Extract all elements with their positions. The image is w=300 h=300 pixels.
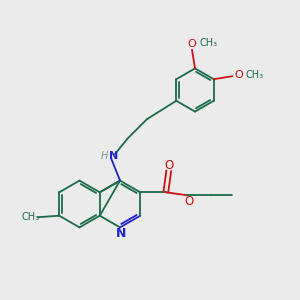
- Text: N: N: [116, 227, 127, 240]
- Text: O: O: [188, 39, 196, 50]
- Text: CH₃: CH₃: [200, 38, 217, 48]
- Text: O: O: [184, 195, 194, 208]
- Text: H: H: [101, 151, 108, 161]
- Text: N: N: [109, 151, 118, 161]
- Text: CH₃: CH₃: [22, 212, 40, 222]
- Text: CH₃: CH₃: [246, 70, 264, 80]
- Text: O: O: [165, 159, 174, 172]
- Text: O: O: [235, 70, 243, 80]
